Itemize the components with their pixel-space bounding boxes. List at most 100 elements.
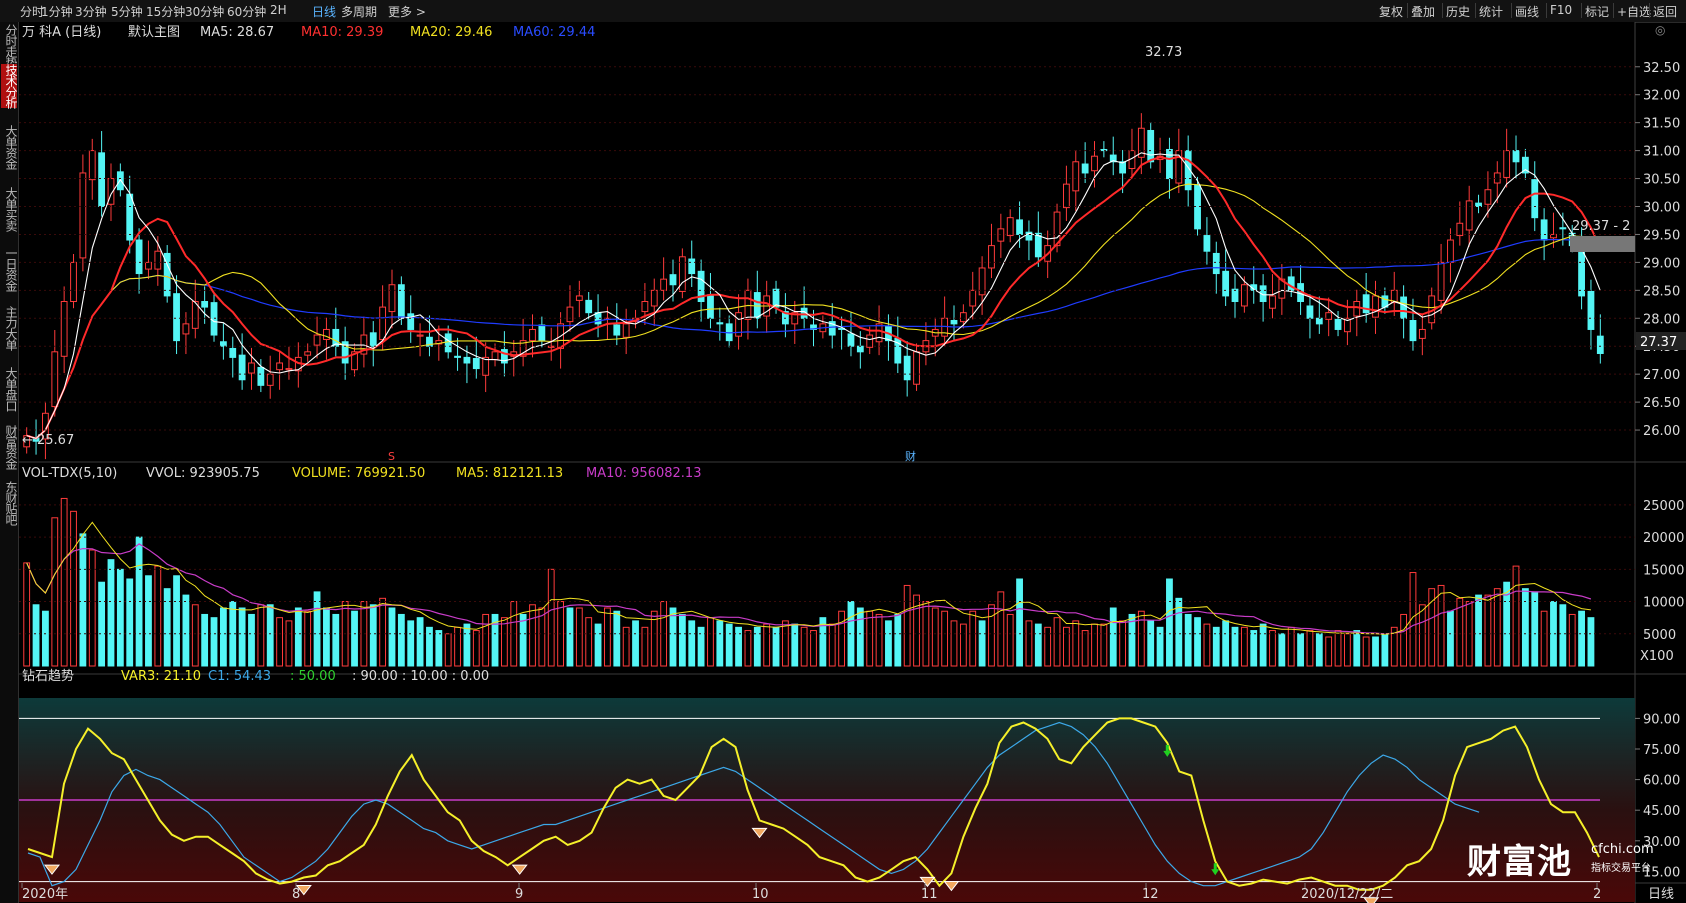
candle-body [1175, 150, 1183, 184]
period-6-button[interactable]: 30分钟 [185, 5, 225, 19]
candle-body [613, 324, 621, 336]
candle-body [529, 328, 536, 342]
sidebar-tab-3[interactable]: 大单资金 [4, 125, 18, 169]
sidebar-tab-4[interactable]: 大单买卖 [4, 187, 18, 231]
date-tick-label: 2020年 [22, 887, 68, 902]
candle-body [660, 278, 668, 291]
sidebar-tab-5[interactable]: 一日资金 [4, 247, 18, 291]
candle-body [669, 274, 677, 286]
volume-bar [210, 617, 218, 667]
sidebar-tab-6[interactable]: 主力大单 [4, 306, 18, 350]
event-cai-marker[interactable]: 财 [905, 449, 916, 463]
volume-bar [1362, 636, 1370, 667]
candle [1493, 161, 1501, 204]
volume-bar [1353, 630, 1361, 667]
candle [173, 275, 180, 355]
tool-2-button[interactable]: 叠加 [1411, 5, 1436, 19]
candle-body [969, 289, 977, 307]
indicator-tick-label: 15.00 [1643, 865, 1680, 880]
tool-7-button[interactable]: 标记 [1585, 5, 1610, 19]
volume-bar [594, 623, 602, 667]
chart-settings-icon[interactable]: ◎ [1655, 23, 1665, 37]
candle [950, 305, 958, 341]
candle [219, 323, 227, 360]
volume-bar [866, 610, 874, 667]
candle-body [1053, 211, 1061, 247]
tool-1-button[interactable]: 复权 [1379, 5, 1404, 19]
candle-body [678, 256, 686, 292]
candle [988, 223, 995, 279]
period-3-button[interactable]: 3分钟 [75, 5, 107, 19]
volume-bar [1521, 588, 1529, 667]
volume-bar [1053, 617, 1061, 667]
candle-body [182, 323, 190, 335]
volume-bar [116, 568, 124, 667]
candle [323, 317, 330, 360]
candle [70, 254, 77, 309]
tool-8-button[interactable]: +自选 [1617, 5, 1652, 19]
candle-body [1147, 129, 1155, 163]
tool-5-button[interactable]: 画线 [1515, 5, 1540, 19]
period-10-button[interactable]: 多周期 [341, 5, 378, 19]
candle [238, 333, 246, 390]
candle-body [145, 261, 152, 270]
candle [547, 327, 555, 361]
volume-bar [1540, 610, 1548, 667]
volume-bar [1100, 623, 1108, 667]
event-s-marker[interactable]: S [388, 450, 395, 463]
period-8-button[interactable]: 2H [270, 3, 287, 17]
sidebar-tab-9[interactable]: 东财贴吧 [4, 481, 18, 525]
price-tick-label: 30.00 [1643, 200, 1680, 215]
chart-surface[interactable]: 万 科A (日线) 默认主图 MA5: 28.67 MA10: 29.39 MA… [0, 22, 1686, 903]
candle-body [1540, 219, 1548, 241]
c1-line [27, 721, 1480, 887]
candle-body [547, 345, 555, 348]
period-11-button[interactable]: 更多 > [388, 5, 426, 19]
period-7-button[interactable]: 60分钟 [227, 5, 267, 19]
period-4-button[interactable]: 5分钟 [111, 5, 143, 19]
volume-bar [1250, 630, 1258, 667]
cfchi-logo: 财富池 cfchi.com 指标交易平台 [1467, 834, 1654, 883]
main-template-label[interactable]: 默认主图 [128, 24, 180, 40]
candle-body [1596, 335, 1604, 354]
volume-bar [323, 607, 330, 667]
volume-bar [304, 610, 312, 667]
tool-9-button[interactable]: 返回 [1653, 5, 1678, 19]
price-axis: 32.50 32.00 31.50 31.00 30.50 30.00 29.50 29.00… [19, 61, 1680, 439]
sidebar-tab-8[interactable]: 财富资金 [4, 425, 18, 469]
period-1-button[interactable]: 分时 [20, 5, 45, 19]
candle-body [23, 435, 31, 448]
candle [163, 245, 171, 303]
period-2-button[interactable]: 1分钟 [41, 5, 73, 19]
candle [257, 359, 265, 393]
candle-body [1081, 163, 1089, 174]
candle-body [229, 347, 237, 358]
volume-bar [294, 607, 302, 667]
volume-bar [529, 604, 536, 667]
volume-bar [1194, 617, 1201, 667]
volume-bar [791, 623, 799, 667]
volume-bar [1137, 610, 1145, 667]
candle [1531, 161, 1539, 232]
period-9-button[interactable]: 日线 [312, 5, 337, 19]
sidebar-tab-7[interactable]: 大单盘口 [4, 367, 18, 411]
ma20-readout: MA20: 29.46 [410, 25, 492, 40]
candle-body [407, 313, 415, 330]
indicator-levels: : 90.00 : 10.00 : 0.00 [352, 669, 489, 684]
sidebar-tab-1[interactable]: 分时走势 [4, 24, 18, 68]
candle-body [416, 334, 424, 337]
date-tick-label: 10 [752, 887, 769, 902]
candle-body [622, 323, 630, 338]
period-5-button[interactable]: 15分钟 [146, 5, 186, 19]
volume-bar [107, 559, 115, 667]
tool-6-button[interactable]: F10 [1550, 3, 1573, 17]
tool-4-button[interactable]: 统计 [1479, 5, 1504, 19]
candle-body [959, 312, 967, 323]
sidebar-tab-2[interactable]: 技术分析 [1, 64, 18, 108]
tool-3-button[interactable]: 历史 [1446, 5, 1471, 19]
candle-body [1269, 295, 1276, 309]
buy-diamond-icon [43, 864, 61, 875]
indicator-tick-label: 30.00 [1643, 835, 1680, 850]
price-tick-label: 29.50 [1643, 228, 1680, 243]
candle-body [1362, 294, 1370, 314]
